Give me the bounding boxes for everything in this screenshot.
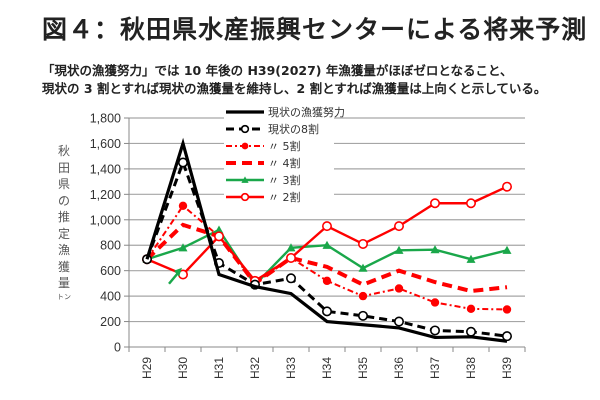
y-axis-label: 秋田県の推定漁獲量トン xyxy=(56,143,72,302)
legend-bg xyxy=(224,173,334,187)
data-point-marker xyxy=(393,221,404,232)
y-axis-label-char: の xyxy=(57,193,70,208)
data-point-marker xyxy=(430,298,440,307)
data-point-marker xyxy=(178,243,188,252)
x-tick-label: H38 xyxy=(464,357,478,379)
data-point-marker xyxy=(393,316,404,327)
series-line xyxy=(145,222,508,294)
y-tick-label: 1,600 xyxy=(90,137,121,151)
data-point-marker xyxy=(240,124,250,134)
y-axis-label-char: 県 xyxy=(57,177,70,191)
legend-label: 〃 2割 xyxy=(268,190,301,204)
x-tick-label: H36 xyxy=(392,357,406,379)
x-tick-label: H33 xyxy=(284,357,298,379)
data-point-marker xyxy=(241,176,249,183)
axes xyxy=(124,117,526,352)
data-point-marker xyxy=(466,304,476,314)
y-axis-label-char: 秋 xyxy=(57,144,70,158)
data-point-marker xyxy=(502,305,512,314)
data-point-marker xyxy=(429,198,440,209)
y-tick-label: 1,400 xyxy=(90,162,121,176)
data-point-marker xyxy=(214,231,225,242)
data-point-marker xyxy=(357,310,368,321)
y-tick-label: 400 xyxy=(100,290,121,304)
y-axis-label-char: 漁 xyxy=(57,243,70,257)
x-tick-label: H29 xyxy=(140,357,154,379)
x-tick-label: H31 xyxy=(212,357,226,379)
y-axis-unit: トン xyxy=(57,292,71,301)
annotation-arrow-head xyxy=(174,267,182,277)
legend-label: 〃 4割 xyxy=(268,156,301,170)
data-point-marker xyxy=(214,225,224,234)
x-tick-label: H30 xyxy=(176,357,190,379)
data-point-marker xyxy=(357,238,368,249)
x-tick-label: H37 xyxy=(428,357,442,379)
legend-bg xyxy=(224,122,334,136)
y-axis-label-char: 獲 xyxy=(57,259,70,274)
data-point-marker xyxy=(285,252,296,263)
y-tick-label: 800 xyxy=(100,239,121,253)
series-group xyxy=(142,137,512,343)
series-line xyxy=(146,228,508,287)
legend-label: 現状の漁獲努力 xyxy=(268,105,345,119)
x-tick-label: H34 xyxy=(320,357,334,379)
x-tick-label: H35 xyxy=(356,357,370,379)
data-point-marker xyxy=(322,240,332,249)
x-tick-label: H32 xyxy=(248,357,262,379)
legend-label: 現状の8割 xyxy=(268,122,319,136)
y-tick-label: 600 xyxy=(100,264,121,278)
data-point-marker xyxy=(430,245,440,254)
y-tick-labels: 0 200 400 600 800 1,000 1,200 1,400 1,600 1,800 xyxy=(90,112,121,355)
data-point-marker xyxy=(501,181,512,192)
page-title: 図４：秋田県水産振興センターによる将来予測 xyxy=(42,15,588,44)
data-point-marker xyxy=(178,201,188,210)
data-point-marker xyxy=(466,254,476,263)
legend-bg xyxy=(224,190,334,204)
data-point-marker xyxy=(240,192,250,202)
y-tick-label: 1,000 xyxy=(90,213,121,227)
legend-label: 〃 5割 xyxy=(268,139,301,153)
subtitle-line-2: 現状の 3 割とすれば現状の漁獲量を維持し、2 割とすれば漁獲量は上向くと示して… xyxy=(42,81,547,96)
x-tick-labels: H29 H30 H31 H32 H33 H34 H35 H36 H37 H38 H39 xyxy=(140,357,514,379)
data-point-marker xyxy=(429,325,440,336)
y-tick-label: 1,200 xyxy=(90,188,121,202)
y-axis-label-char: 定 xyxy=(57,226,70,241)
legend-label: 〃 3割 xyxy=(268,173,301,187)
data-point-marker xyxy=(286,243,296,252)
data-point-marker xyxy=(321,221,332,232)
legend-bg xyxy=(224,139,334,153)
y-tick-label: 200 xyxy=(100,315,121,329)
y-tick-label: 0 xyxy=(114,341,121,355)
legend-bg xyxy=(224,105,334,119)
data-point-marker xyxy=(501,331,512,342)
series-4 xyxy=(145,222,508,294)
x-tick-label: H39 xyxy=(500,357,514,379)
series-line xyxy=(145,137,508,343)
data-point-marker xyxy=(358,263,368,272)
data-point-marker xyxy=(465,326,476,337)
y-axis-label-char: 推 xyxy=(57,210,70,224)
data-point-marker xyxy=(465,198,476,209)
data-point-marker xyxy=(241,142,249,150)
subtitle-line-1: 「現状の漁獲努力」では 10 年後の H39(2027) 年漁獲量がほぼゼロとな… xyxy=(42,63,513,78)
data-point-marker xyxy=(285,273,296,284)
data-point-marker xyxy=(394,284,404,293)
data-point-marker xyxy=(321,306,332,317)
y-axis-label-char: 量 xyxy=(57,276,70,290)
data-point-marker xyxy=(502,245,512,254)
data-point-marker xyxy=(394,245,404,254)
series-1 xyxy=(145,137,508,343)
annotations xyxy=(168,267,182,285)
data-point-marker xyxy=(358,291,368,301)
y-axis-label-char: 田 xyxy=(57,160,70,175)
data-point-marker xyxy=(322,276,332,286)
y-tick-label: 1,800 xyxy=(90,112,121,126)
legend-bg xyxy=(224,156,334,170)
